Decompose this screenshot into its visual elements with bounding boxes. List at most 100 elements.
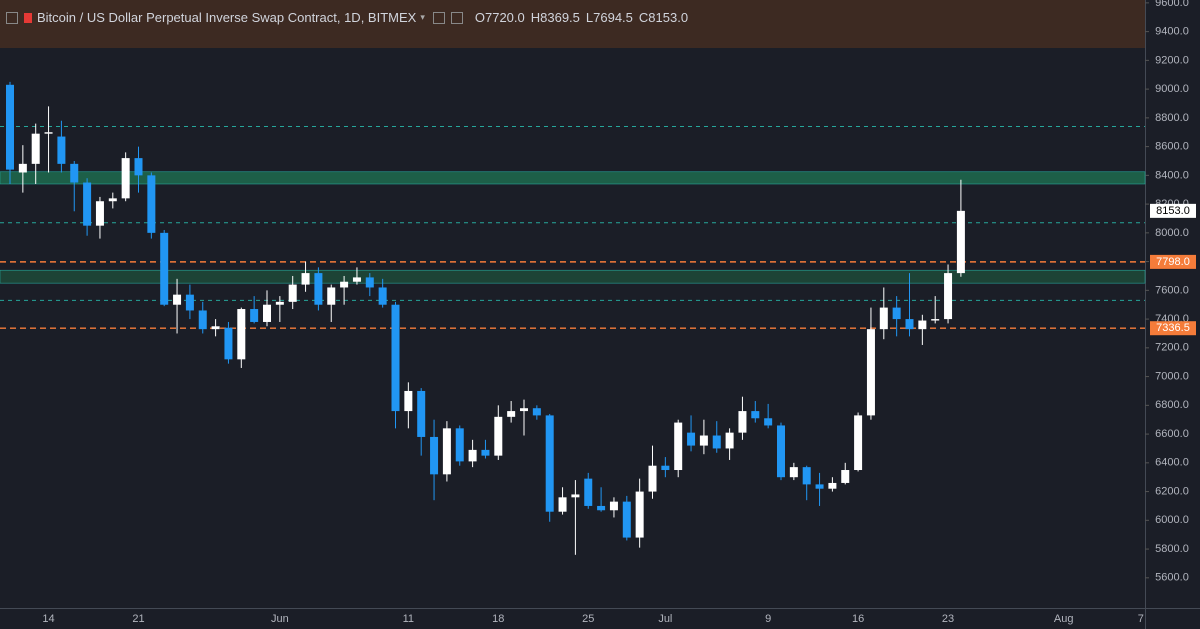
candle-body <box>635 491 644 538</box>
candle-body <box>866 329 875 416</box>
candle-body <box>455 428 464 462</box>
candle-body <box>134 158 143 176</box>
y-tick-label: 6600.0 <box>1155 428 1189 440</box>
zone <box>0 269 1146 284</box>
ohlc-key: H <box>530 10 541 25</box>
candle-body <box>108 198 117 202</box>
price-axis <box>1145 0 1200 629</box>
candle-body <box>687 432 696 446</box>
y-tick-label: 9000.0 <box>1155 83 1189 95</box>
x-tick-label: Jun <box>271 613 289 625</box>
candle-body <box>95 201 104 226</box>
settings-icon[interactable] <box>450 11 463 24</box>
header-row: Bitcoin / US Dollar Perpetual Inverse Sw… <box>6 10 688 25</box>
candle-body <box>777 425 785 478</box>
candle-body <box>173 294 182 305</box>
y-tick-label: 7600.0 <box>1155 284 1189 296</box>
price-label-box <box>1150 254 1196 269</box>
y-tick-label: 6000.0 <box>1155 514 1189 526</box>
x-tick-label: 7 <box>1138 613 1144 625</box>
y-tick-label: 8400.0 <box>1155 169 1189 181</box>
candle-body <box>597 505 606 511</box>
candle-body <box>802 467 811 485</box>
candle-body <box>391 304 400 412</box>
candle-body <box>442 428 451 475</box>
candle-body <box>160 232 169 305</box>
candle-body <box>275 301 284 305</box>
eye-icon[interactable] <box>432 11 445 24</box>
x-tick-label: 9 <box>765 613 771 625</box>
candle-body <box>648 465 657 492</box>
candle-body <box>532 408 541 416</box>
candle-body <box>378 287 387 305</box>
y-tick-label: 8600.0 <box>1155 141 1189 153</box>
ohlc-key: C <box>638 10 649 25</box>
candle-body <box>185 294 194 311</box>
candle-body <box>520 408 528 412</box>
y-tick-label: 6800.0 <box>1155 399 1189 411</box>
candle-body <box>340 281 349 288</box>
candle-body <box>558 497 567 512</box>
candle-body <box>789 467 798 478</box>
y-tick-label: 6400.0 <box>1155 457 1189 469</box>
candle-body <box>751 411 760 419</box>
candle-body <box>828 482 837 489</box>
candle-body <box>918 320 927 330</box>
x-tick-label: 21 <box>132 613 144 625</box>
candle-body <box>352 277 361 282</box>
ohlc-key: O <box>474 10 485 25</box>
dropdown-arrow[interactable]: ▾ <box>420 12 425 22</box>
x-tick-label: 23 <box>942 613 954 625</box>
ohlc-value: 7720.0 <box>484 10 525 25</box>
candle-body <box>44 132 53 134</box>
candle-body <box>430 436 439 475</box>
candle-body <box>31 133 40 164</box>
candle-body <box>725 432 734 449</box>
candle-body <box>211 326 220 330</box>
x-tick-label: 11 <box>403 613 414 625</box>
candle-body <box>738 411 747 433</box>
y-tick-label: 7000.0 <box>1155 370 1189 382</box>
candle-body <box>956 210 965 274</box>
candle-body <box>327 287 336 305</box>
y-tick-label: 6200.0 <box>1155 485 1189 497</box>
candle-body <box>764 418 773 426</box>
x-tick-label: Aug <box>1054 613 1074 625</box>
y-tick-label: 9600.0 <box>1155 0 1189 9</box>
zone <box>0 171 1146 185</box>
candle-body <box>892 307 901 320</box>
y-tick-label: 9400.0 <box>1155 26 1189 38</box>
price-label: 7336.5 <box>1156 322 1190 334</box>
candle-body <box>712 435 721 449</box>
candle-body <box>944 273 953 320</box>
candle-body <box>854 415 863 471</box>
last-price-label: 8153.0 <box>1156 205 1190 217</box>
candle-body <box>404 390 413 412</box>
ohlc-key: L <box>585 10 594 25</box>
x-tick-label: Jul <box>658 613 672 625</box>
symbol-title[interactable]: Bitcoin / US Dollar Perpetual Inverse Sw… <box>37 10 417 25</box>
y-tick-label: 8800.0 <box>1155 112 1189 124</box>
candle-body <box>237 309 246 360</box>
candle-body <box>494 416 503 456</box>
candle-body <box>468 449 477 462</box>
ohlc-value: 7694.5 <box>593 10 633 25</box>
expand-icon[interactable] <box>6 11 18 24</box>
candle-body <box>905 319 914 330</box>
candle-body <box>288 284 297 302</box>
header-bar: Bitcoin / US Dollar Perpetual Inverse Sw… <box>0 0 1145 48</box>
candle-body <box>224 327 233 360</box>
ohlc-value: 8369.5 <box>540 10 580 25</box>
y-tick-label: 5800.0 <box>1155 543 1189 555</box>
candle-body <box>507 411 516 417</box>
candle-body <box>931 319 940 321</box>
y-tick-label: 7200.0 <box>1155 342 1189 354</box>
candle-body <box>699 435 708 446</box>
candle-body <box>18 163 27 173</box>
candle-body <box>263 304 271 322</box>
candle-body <box>661 465 670 471</box>
candle-body <box>841 470 850 483</box>
candle-body <box>545 415 554 512</box>
candle-body <box>879 307 888 330</box>
